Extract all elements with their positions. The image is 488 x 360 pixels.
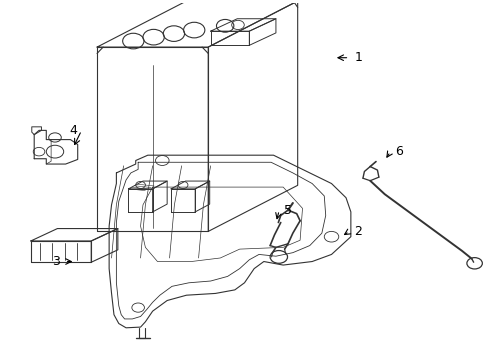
Text: 1: 1	[353, 51, 361, 64]
Text: 4: 4	[69, 124, 77, 137]
Text: 3: 3	[52, 255, 60, 268]
Text: 5: 5	[284, 204, 291, 217]
Text: 6: 6	[394, 145, 402, 158]
Text: 2: 2	[353, 225, 361, 238]
